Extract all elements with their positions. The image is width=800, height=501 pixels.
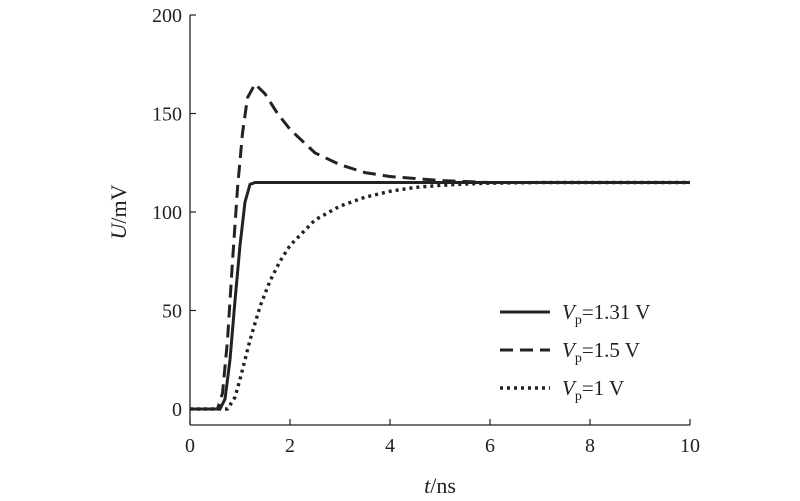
series-line-dashed — [190, 82, 690, 411]
legend-label: Vp=1 V — [562, 376, 624, 404]
x-tick-label: 2 — [285, 435, 295, 457]
y-tick-label: 150 — [152, 104, 182, 126]
legend: Vp=1.31 V Vp=1.5 V Vp=1 V — [500, 300, 650, 404]
series-layer — [190, 82, 690, 411]
x-tick-label: 0 — [185, 435, 195, 457]
y-axis-label: U/mV — [106, 184, 131, 239]
y-tick-label: 100 — [152, 202, 182, 224]
x-tick-label: 8 — [585, 435, 595, 457]
y-tick-label: 200 — [152, 5, 182, 27]
legend-label: Vp=1.5 V — [562, 338, 640, 366]
series-line-dotted — [190, 180, 690, 411]
x-axis-label: t/ns — [424, 473, 456, 498]
x-tick-label: 4 — [385, 435, 395, 457]
x-tick-label: 6 — [485, 435, 495, 457]
x-tick-label: 10 — [680, 435, 700, 457]
y-tick-label: 50 — [162, 301, 182, 323]
axes: 0 50 100 150 200 0 2 4 6 8 10 — [152, 5, 700, 457]
legend-label: Vp=1.31 V — [562, 300, 650, 328]
y-tick-label: 0 — [172, 399, 182, 421]
